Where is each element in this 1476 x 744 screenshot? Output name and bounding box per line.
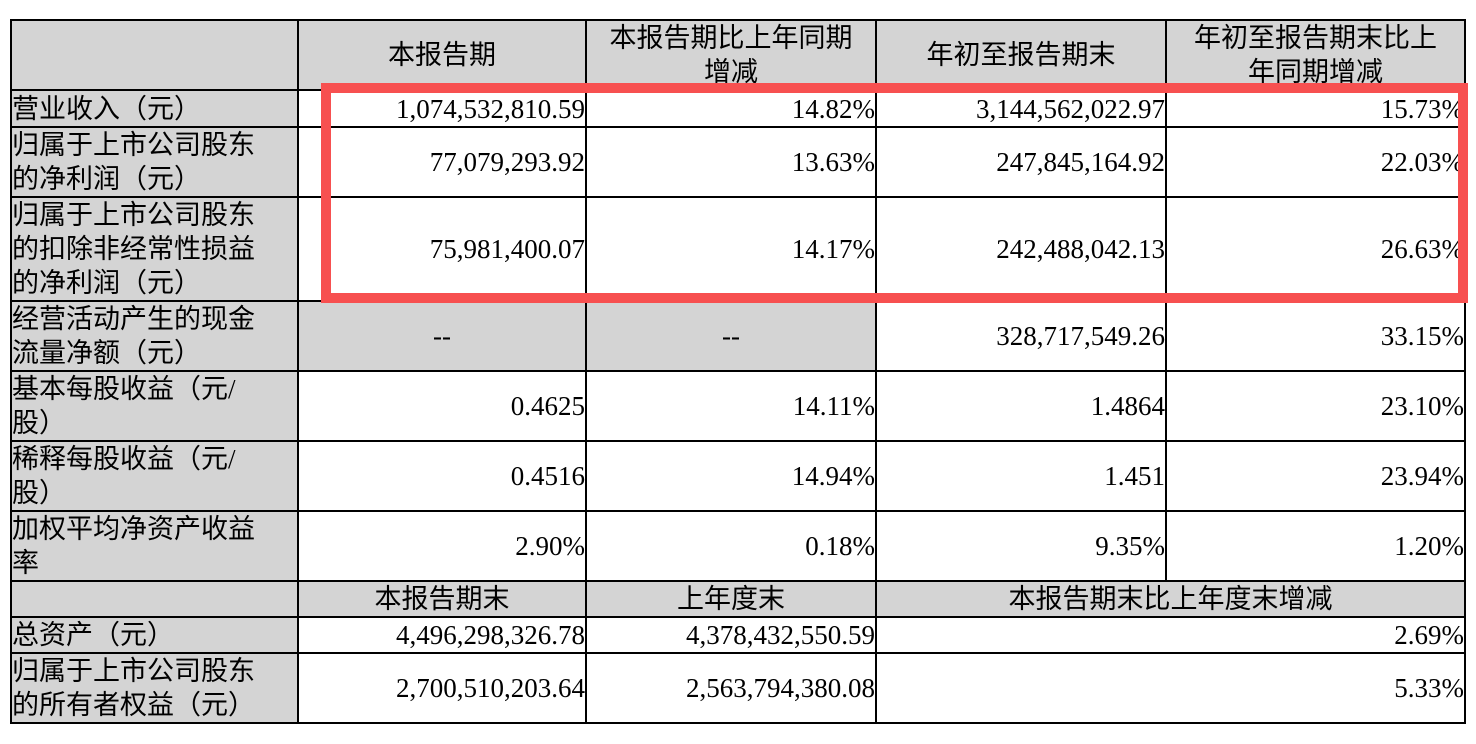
cell-end-of-period: 4,496,298,326.78: [297, 616, 587, 654]
row-label: 稀释每股收益（元/ 股）: [10, 440, 299, 512]
cell-current-period: 75,981,400.07: [297, 196, 587, 302]
deducted-net-profit-row: 归属于上市公司股东 的扣除非经常性损益 的净利润（元） 75,981,400.0…: [10, 196, 1466, 302]
net-profit-row: 归属于上市公司股东 的净利润（元） 77,079,293.92 13.63% 2…: [10, 126, 1466, 198]
subheader-end-of-period: 本报告期末: [297, 580, 587, 618]
financial-summary-table-wrap: 本报告期 本报告期比上年同期 增减 年初至报告期末 年初至报告期末比上 年同期增…: [10, 19, 1466, 724]
cell-yoy-change: 13.63%: [585, 126, 877, 198]
cell-year-to-date: 3,144,562,022.97: [875, 89, 1167, 128]
cell-ytd-yoy-change: 22.03%: [1165, 126, 1466, 198]
cell-ytd-yoy-change: 23.10%: [1165, 370, 1466, 442]
operating-cash-flow-row: 经营活动产生的现金 流量净额（元） -- -- 328,717,549.26 3…: [10, 300, 1466, 372]
cell-current-period: 0.4516: [297, 440, 587, 512]
subheader-end-of-last-year: 上年度末: [585, 580, 877, 618]
financial-summary-table: 本报告期 本报告期比上年同期 增减 年初至报告期末 年初至报告期末比上 年同期增…: [10, 19, 1466, 724]
cell-current-period: 2.90%: [297, 510, 587, 582]
weighted-roe-row: 加权平均净资产收益 率 2.90% 0.18% 9.35% 1.20%: [10, 510, 1466, 582]
cell-ytd-yoy-change: 26.63%: [1165, 196, 1466, 302]
cell-current-period-na: --: [297, 300, 587, 372]
cell-year-to-date: 247,845,164.92: [875, 126, 1167, 198]
cell-yoy-change: 14.82%: [585, 89, 877, 128]
total-assets-row: 总资产（元） 4,496,298,326.78 4,378,432,550.59…: [10, 616, 1466, 654]
header-year-to-date: 年初至报告期末: [875, 19, 1167, 91]
subheader-corner-cell: [10, 580, 299, 618]
cell-year-to-date: 328,717,549.26: [875, 300, 1167, 372]
header-corner-cell: [10, 19, 299, 91]
row-label: 加权平均净资产收益 率: [10, 510, 299, 582]
row-label: 营业收入（元）: [10, 89, 299, 128]
subheader-row: 本报告期末 上年度末 本报告期末比上年度末增减: [10, 580, 1466, 618]
cell-change-vs-last-year-end: 2.69%: [875, 616, 1466, 654]
header-row: 本报告期 本报告期比上年同期 增减 年初至报告期末 年初至报告期末比上 年同期增…: [10, 19, 1466, 91]
row-label: 经营活动产生的现金 流量净额（元）: [10, 300, 299, 372]
shareholders-equity-row: 归属于上市公司股东 的所有者权益（元） 2,700,510,203.64 2,5…: [10, 652, 1466, 724]
header-current-period: 本报告期: [297, 19, 587, 91]
header-year-to-date-yoy-change: 年初至报告期末比上 年同期增减: [1165, 19, 1466, 91]
cell-year-to-date: 9.35%: [875, 510, 1167, 582]
operating-revenue-row: 营业收入（元） 1,074,532,810.59 14.82% 3,144,56…: [10, 89, 1466, 128]
cell-ytd-yoy-change: 23.94%: [1165, 440, 1466, 512]
cell-yoy-change-na: --: [585, 300, 877, 372]
cell-ytd-yoy-change: 33.15%: [1165, 300, 1466, 372]
diluted-eps-row: 稀释每股收益（元/ 股） 0.4516 14.94% 1.451 23.94%: [10, 440, 1466, 512]
subheader-change-vs-last-year-end: 本报告期末比上年度末增减: [875, 580, 1466, 618]
cell-year-to-date: 1.4864: [875, 370, 1167, 442]
cell-year-to-date: 1.451: [875, 440, 1167, 512]
cell-current-period: 0.4625: [297, 370, 587, 442]
cell-ytd-yoy-change: 15.73%: [1165, 89, 1466, 128]
row-label: 总资产（元）: [10, 616, 299, 654]
row-label: 归属于上市公司股东 的所有者权益（元）: [10, 652, 299, 724]
cell-end-of-last-year: 4,378,432,550.59: [585, 616, 877, 654]
cell-year-to-date: 242,488,042.13: [875, 196, 1167, 302]
cell-yoy-change: 14.94%: [585, 440, 877, 512]
row-label: 基本每股收益（元/ 股）: [10, 370, 299, 442]
cell-yoy-change: 14.11%: [585, 370, 877, 442]
cell-current-period: 77,079,293.92: [297, 126, 587, 198]
row-label: 归属于上市公司股东 的扣除非经常性损益 的净利润（元）: [10, 196, 299, 302]
cell-end-of-last-year: 2,563,794,380.08: [585, 652, 877, 724]
header-current-period-yoy-change: 本报告期比上年同期 增减: [585, 19, 877, 91]
cell-current-period: 1,074,532,810.59: [297, 89, 587, 128]
row-label: 归属于上市公司股东 的净利润（元）: [10, 126, 299, 198]
cell-change-vs-last-year-end: 5.33%: [875, 652, 1466, 724]
cell-yoy-change: 14.17%: [585, 196, 877, 302]
cell-yoy-change: 0.18%: [585, 510, 877, 582]
cell-ytd-yoy-change: 1.20%: [1165, 510, 1466, 582]
cell-end-of-period: 2,700,510,203.64: [297, 652, 587, 724]
basic-eps-row: 基本每股收益（元/ 股） 0.4625 14.11% 1.4864 23.10%: [10, 370, 1466, 442]
